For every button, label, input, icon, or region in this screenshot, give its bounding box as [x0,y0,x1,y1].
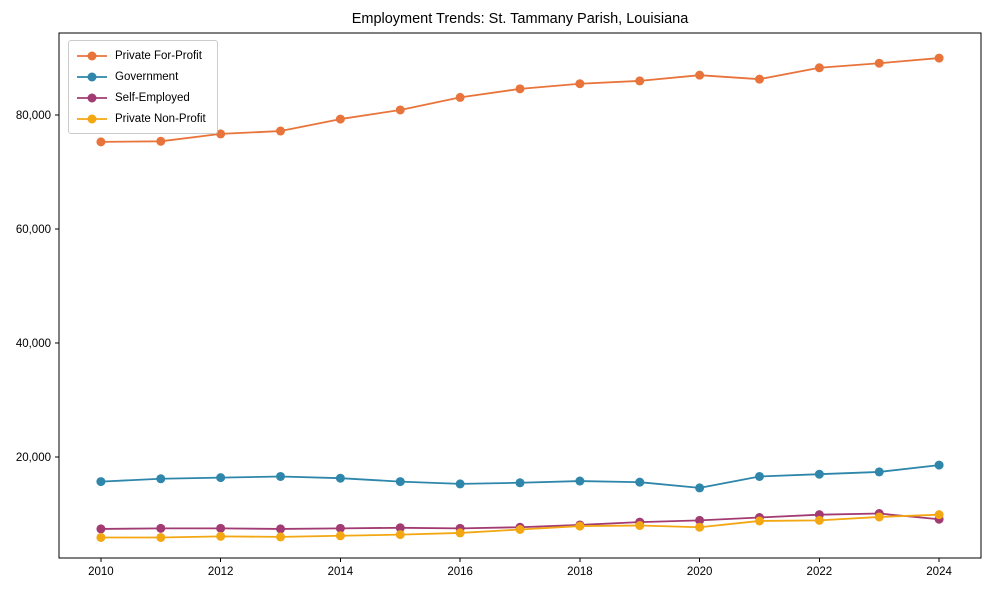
data-point-government-2017 [515,478,525,488]
data-point-private-non-profit-2012 [216,531,226,541]
data-point-private-for-profit-2018 [575,79,585,89]
data-point-private-for-profit-2013 [276,126,286,136]
data-point-government-2014 [335,473,345,483]
data-point-government-2012 [216,473,226,483]
data-point-private-for-profit-2012 [216,129,226,139]
x-axis-tick-label: 2020 [687,566,713,578]
data-point-private-for-profit-2024 [934,53,944,63]
line-marker-icon [77,51,107,60]
data-point-private-non-profit-2016 [455,528,465,538]
legend-label: Government [115,70,179,83]
y-axis-tick-label: 80,000 [16,110,51,122]
data-point-private-non-profit-2017 [515,524,525,534]
data-point-government-2019 [635,477,645,487]
data-point-government-2013 [276,471,286,481]
data-point-private-for-profit-2017 [515,84,525,94]
data-point-private-non-profit-2021 [754,516,764,526]
series-line-private-for-profit [100,57,940,143]
data-point-government-2011 [156,474,166,484]
y-axis-tick-label: 60,000 [16,224,51,236]
data-point-private-non-profit-2020 [695,522,705,532]
data-point-private-non-profit-2015 [395,530,405,540]
data-point-private-non-profit-2011 [156,532,166,542]
data-point-self-employed-2014 [335,523,345,533]
data-point-government-2022 [814,469,824,479]
data-point-government-2016 [455,479,465,489]
x-axis-tick-label: 2010 [88,566,114,578]
data-point-private-non-profit-2024 [934,510,944,520]
legend-label: Private For-Profit [115,49,202,62]
data-point-private-for-profit-2021 [754,74,764,84]
line-marker-icon [77,93,107,102]
data-point-private-non-profit-2023 [874,512,884,522]
data-point-private-non-profit-2018 [575,521,585,531]
data-point-self-employed-2013 [276,524,286,534]
data-point-government-2024 [934,460,944,470]
data-point-self-employed-2010 [96,524,106,534]
data-point-self-employed-2012 [216,523,226,533]
y-axis-tick-label: 20,000 [16,452,51,464]
data-point-government-2021 [754,471,764,481]
data-point-private-for-profit-2019 [635,76,645,86]
data-point-government-2020 [695,483,705,493]
legend-label: Self-Employed [115,91,190,104]
data-point-government-2015 [395,477,405,487]
x-axis-tick-label: 2024 [926,566,952,578]
data-point-self-employed-2020 [695,515,705,525]
data-point-private-for-profit-2022 [814,63,824,73]
chart-title: Employment Trends: St. Tammany Parish, L… [351,11,689,27]
x-axis-tick-label: 2012 [208,566,234,578]
data-point-government-2023 [874,467,884,477]
x-axis-tick-label: 2016 [447,566,473,578]
data-point-private-for-profit-2020 [695,70,705,80]
data-point-self-employed-2015 [395,523,405,533]
data-point-private-for-profit-2016 [455,92,465,102]
data-point-government-2018 [575,476,585,486]
legend-item-private-non-profit: Private Non-Profit [77,110,206,127]
data-point-private-non-profit-2010 [96,532,106,542]
data-point-private-for-profit-2014 [335,114,345,124]
data-point-private-for-profit-2010 [96,137,106,147]
data-point-private-non-profit-2019 [635,521,645,531]
data-point-private-for-profit-2023 [874,58,884,68]
data-point-private-non-profit-2013 [276,532,286,542]
data-point-private-for-profit-2011 [156,136,166,146]
legend-item-private-for-profit: Private For-Profit [77,47,206,64]
legend-item-government: Government [77,68,206,85]
line-marker-icon [77,72,107,81]
x-axis-tick-label: 2018 [567,566,593,578]
line-marker-icon [77,114,107,123]
data-point-private-non-profit-2022 [814,515,824,525]
legend-label: Private Non-Profit [115,112,206,125]
legend: Private For-Profit Government Self-Emplo… [68,40,218,134]
axes-box [58,32,982,559]
legend-item-self-employed: Self-Employed [77,89,206,106]
y-axis-tick-label: 40,000 [16,338,51,350]
x-axis-tick-label: 2014 [328,566,354,578]
data-point-private-for-profit-2015 [395,105,405,115]
data-point-self-employed-2011 [156,523,166,533]
x-axis-tick-label: 2022 [807,566,833,578]
data-point-private-non-profit-2014 [335,531,345,541]
data-point-government-2010 [96,477,106,487]
